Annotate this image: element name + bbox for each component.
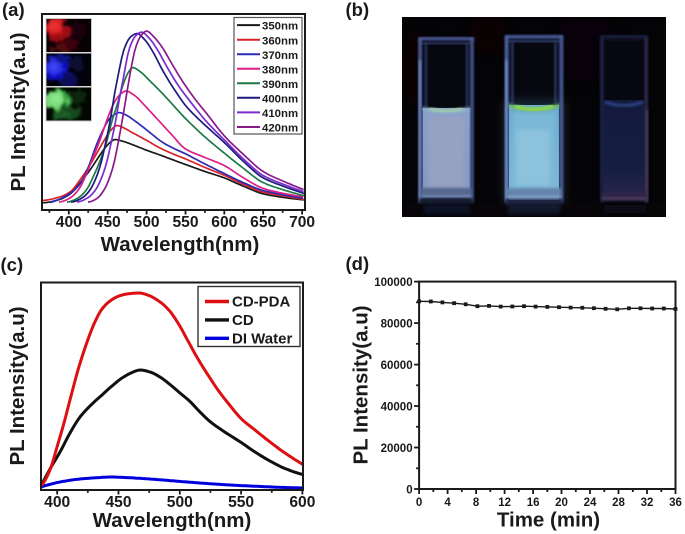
svg-text:600: 600 xyxy=(211,214,237,231)
svg-text:28: 28 xyxy=(612,497,625,509)
svg-text:(b): (b) xyxy=(346,0,370,20)
svg-text:16: 16 xyxy=(527,497,540,509)
svg-text:390nm: 390nm xyxy=(262,79,298,91)
svg-text:410nm: 410nm xyxy=(262,108,298,120)
svg-text:Wavelength(nm): Wavelength(nm) xyxy=(101,233,260,256)
svg-text:400: 400 xyxy=(56,214,82,231)
svg-text:0: 0 xyxy=(406,484,412,496)
svg-text:500: 500 xyxy=(167,494,193,511)
svg-text:36: 36 xyxy=(669,497,682,509)
svg-text:Time (min): Time (min) xyxy=(497,509,600,532)
svg-text:(c): (c) xyxy=(1,254,24,275)
svg-text:0: 0 xyxy=(416,497,422,509)
svg-text:4: 4 xyxy=(444,497,451,509)
svg-text:Wavelength(nm): Wavelength(nm) xyxy=(93,509,252,532)
svg-text:PL Intensity(a.u): PL Intensity(a.u) xyxy=(6,306,29,465)
svg-text:420nm: 420nm xyxy=(262,123,298,135)
svg-text:(a): (a) xyxy=(2,0,25,20)
svg-text:32: 32 xyxy=(641,497,654,509)
svg-text:360nm: 360nm xyxy=(262,35,298,47)
svg-text:20: 20 xyxy=(555,497,568,509)
svg-text:24: 24 xyxy=(584,497,597,509)
svg-text:500: 500 xyxy=(134,214,160,231)
svg-text:350nm: 350nm xyxy=(262,21,298,33)
svg-text:(d): (d) xyxy=(346,253,370,274)
svg-text:CD: CD xyxy=(232,312,254,329)
svg-text:400: 400 xyxy=(44,494,70,511)
svg-text:450: 450 xyxy=(105,494,131,511)
svg-text:370nm: 370nm xyxy=(262,50,298,62)
svg-text:450: 450 xyxy=(95,214,121,231)
svg-text:PL Intensity(a.u): PL Intensity(a.u) xyxy=(350,305,373,464)
svg-text:12: 12 xyxy=(498,497,511,509)
svg-text:100000: 100000 xyxy=(374,277,412,289)
svg-text:CD-PDA: CD-PDA xyxy=(232,294,290,311)
svg-text:700: 700 xyxy=(289,214,315,231)
svg-text:PL Intensity(a.u): PL Intensity(a.u) xyxy=(7,32,30,191)
svg-text:80000: 80000 xyxy=(381,318,413,330)
svg-text:20000: 20000 xyxy=(381,443,413,455)
svg-text:650: 650 xyxy=(250,214,276,231)
svg-text:60000: 60000 xyxy=(381,360,413,372)
svg-text:400nm: 400nm xyxy=(262,93,298,105)
svg-text:550: 550 xyxy=(228,494,254,511)
svg-text:550: 550 xyxy=(172,214,198,231)
svg-text:40000: 40000 xyxy=(381,401,413,413)
svg-text:600: 600 xyxy=(289,494,315,511)
svg-text:DI Water: DI Water xyxy=(232,331,292,348)
svg-text:8: 8 xyxy=(473,497,480,509)
svg-text:380nm: 380nm xyxy=(262,64,298,76)
